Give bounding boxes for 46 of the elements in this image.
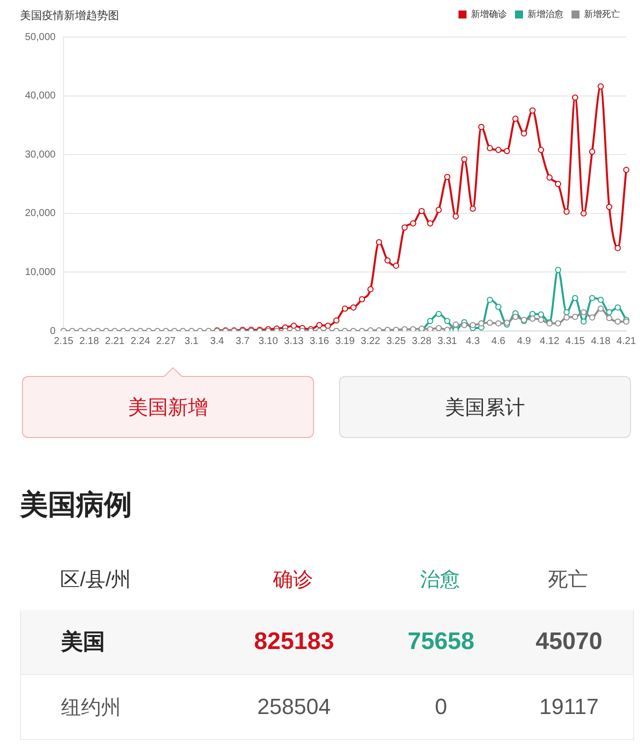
x-tick-label: 4.21	[616, 336, 636, 347]
text: 区/县/州	[59, 568, 132, 592]
text: 纽约州	[60, 696, 122, 720]
text: 治愈	[419, 568, 461, 592]
legend-label: 新增死亡	[584, 8, 620, 19]
x-tick-label: 3.28	[412, 336, 432, 347]
text: 258504	[256, 694, 332, 720]
x-tick-label: 3.31	[438, 336, 458, 347]
text: 美国	[60, 628, 106, 656]
x-tick-label: 2.21	[105, 336, 125, 347]
x-tick-label: 2.18	[79, 336, 100, 347]
text: 0	[434, 694, 448, 720]
text: 75658	[406, 628, 476, 656]
y-tick-label: 50,000	[24, 32, 56, 43]
x-tick-label: 3.19	[335, 336, 356, 347]
x-tick-label: 4.9	[517, 336, 532, 347]
text: 19117	[538, 694, 600, 720]
x-tick-label: 2.27	[156, 336, 176, 347]
legend-label: 新增确诊	[471, 8, 507, 19]
y-tick-label: 40,000	[24, 90, 56, 102]
x-tick-label: 3.16	[310, 336, 330, 347]
x-tick-label: 4.18	[590, 336, 611, 347]
x-tick-label: 4.15	[565, 336, 586, 347]
x-tick-label: 3.22	[360, 336, 381, 347]
text: 确诊	[272, 568, 314, 592]
x-tick-label: 2.24	[130, 336, 150, 347]
x-tick-label: 3.25	[386, 336, 406, 347]
text: 美国病例	[20, 488, 132, 522]
x-tick-label: 4.6	[491, 336, 506, 347]
x-tick-label: 3.13	[284, 336, 304, 347]
x-tick-label: 3.1	[184, 336, 199, 347]
y-tick-label: 0	[50, 326, 56, 337]
text: 825183	[252, 628, 336, 656]
x-tick-label: 4.3	[466, 336, 480, 347]
y-tick-label: 20,000	[24, 208, 56, 220]
x-tick-label: 3.7	[236, 336, 250, 347]
legend-label: 新增治愈	[528, 8, 564, 19]
text: 死亡	[547, 568, 589, 592]
y-tick-label: 10,000	[24, 266, 56, 278]
text: 45070	[534, 628, 604, 656]
x-tick-label: 3.10	[258, 336, 278, 347]
chart-title: 美国疫情新增趋势图	[20, 8, 119, 23]
x-tick-label: 2.15	[54, 336, 74, 347]
x-tick-label: 3.4	[210, 336, 224, 347]
x-tick-label: 4.12	[540, 336, 560, 347]
y-tick-label: 30,000	[24, 149, 56, 160]
